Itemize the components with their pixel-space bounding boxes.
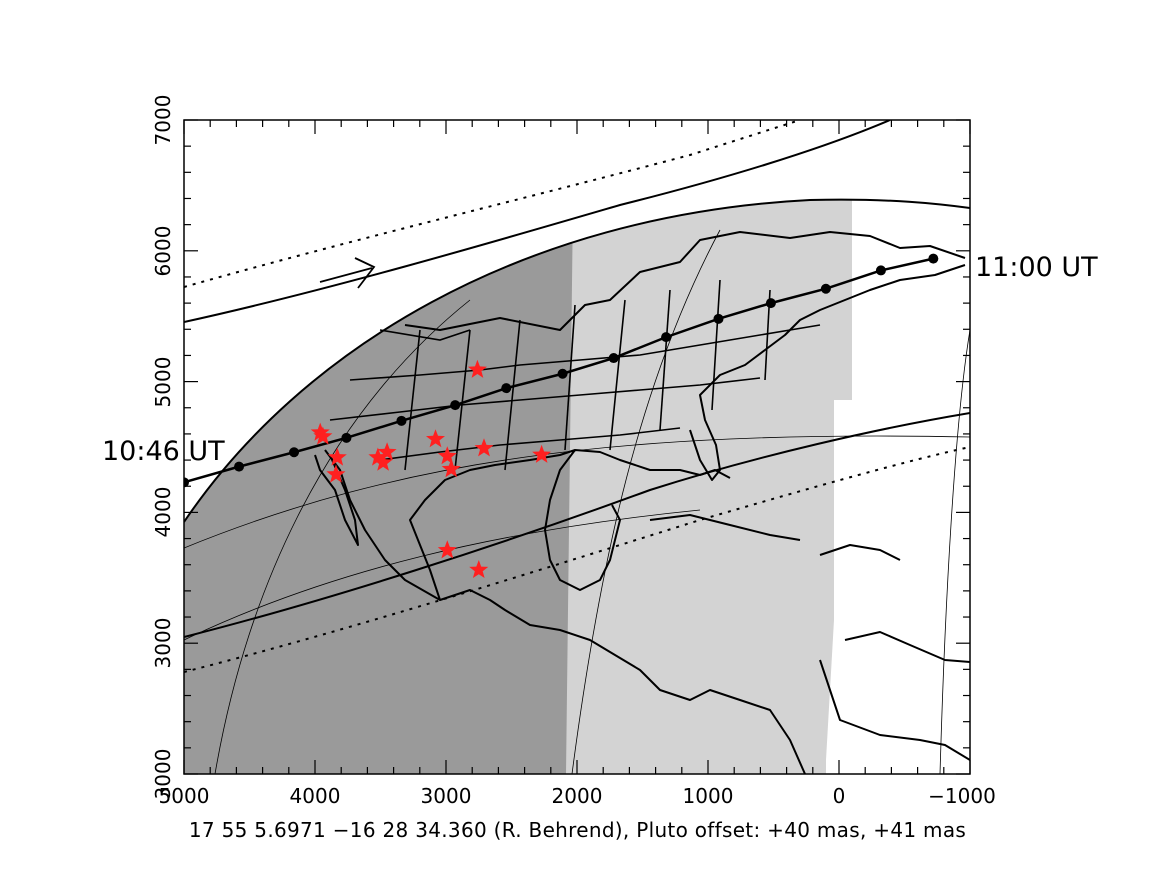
y-tick-label: 6000 — [151, 226, 175, 277]
track-time-dot — [557, 368, 568, 379]
track-time-dot — [661, 332, 672, 343]
earth-limb — [184, 198, 970, 523]
y-axis-labels: 3000 3000 4000 5000 6000 7000 — [151, 95, 175, 800]
track-time-dot — [608, 353, 619, 364]
y-tick-label: 7000 — [151, 95, 175, 146]
station-star-icon — [437, 540, 457, 559]
station-star-icon — [437, 446, 457, 465]
station-star-icon — [377, 442, 397, 461]
station-markers — [310, 359, 552, 578]
x-tick-label: 5000 — [159, 784, 210, 808]
coastlines — [314, 231, 970, 774]
shadow-limits — [184, 120, 970, 673]
south-dotted-limit — [184, 446, 970, 673]
track-time-dot — [396, 415, 407, 426]
x-tick-label: 2000 — [552, 784, 603, 808]
track-time-dot — [341, 432, 352, 443]
station-star-icon — [373, 452, 393, 471]
x-tick-label: −1000 — [928, 784, 996, 808]
track-time-dot — [928, 253, 939, 264]
track-time-dot — [501, 383, 512, 394]
x-tick-label: 1000 — [683, 784, 734, 808]
axis-ticks — [183, 119, 971, 775]
y-tick-label: 4000 — [151, 487, 175, 538]
north-limit-line — [184, 120, 891, 323]
station-star-icon — [326, 464, 346, 483]
x-tick-label: 0 — [833, 784, 846, 808]
station-star-icon — [368, 447, 388, 466]
track-time-dot — [875, 265, 886, 276]
central-track — [184, 253, 939, 488]
state-boundaries — [329, 279, 821, 471]
station-star-icon — [532, 444, 552, 463]
track-time-dot — [184, 477, 189, 488]
x-axis-labels: 5000 4000 3000 2000 1000 0 −1000 — [159, 784, 996, 808]
station-star-icon — [441, 459, 461, 478]
plot-caption: 17 55 5.6971 −16 28 34.360 (R. Behrend),… — [188, 818, 967, 842]
x-tick-label: 4000 — [290, 784, 341, 808]
direction-arrow-icon — [319, 257, 376, 289]
north-dotted-limit — [184, 120, 801, 288]
track-time-dot — [820, 283, 831, 294]
station-star-icon — [310, 422, 330, 441]
station-star-icon — [327, 447, 347, 466]
y-tick-label: 5000 — [151, 357, 175, 408]
track-time-dot — [713, 313, 724, 324]
track-time-dot — [234, 461, 245, 472]
track-time-dot — [289, 447, 300, 458]
track-time-dot — [765, 298, 776, 309]
graticule — [184, 229, 970, 774]
end-time-label: 11:00 UT — [975, 252, 1098, 283]
y-tick-label: 3000 — [151, 749, 175, 800]
twilight-region — [566, 199, 852, 774]
station-star-icon — [313, 426, 333, 445]
station-star-icon — [474, 438, 494, 457]
station-star-icon — [426, 429, 445, 448]
track-time-dot — [450, 400, 461, 411]
station-star-icon — [467, 359, 487, 378]
south-limit-line — [184, 412, 970, 638]
x-tick-label: 3000 — [421, 784, 472, 808]
start-time-label: 10:46 UT — [102, 436, 225, 467]
y-tick-label: 3000 — [151, 618, 175, 669]
station-star-icon — [469, 560, 489, 578]
